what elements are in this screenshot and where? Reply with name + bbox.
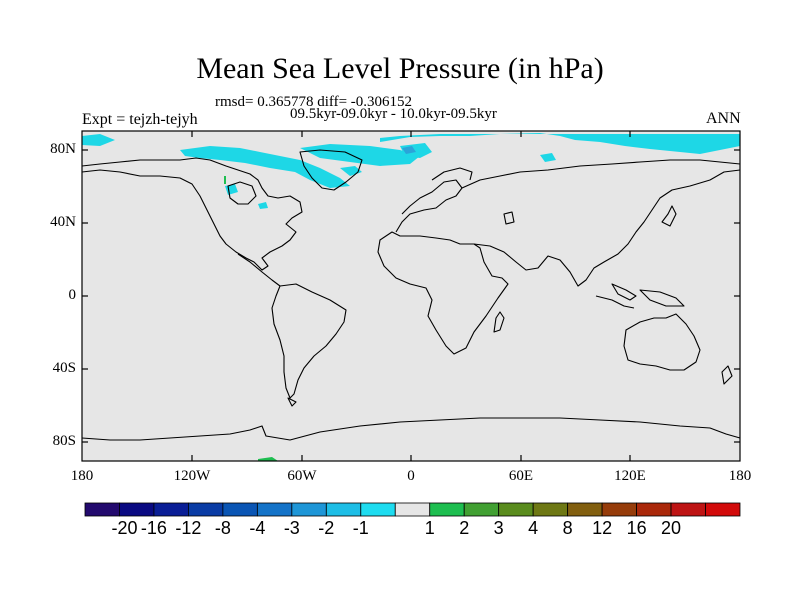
colorbar-box <box>325 502 362 517</box>
anomaly-core <box>402 146 416 154</box>
map-field <box>82 131 740 461</box>
colorbar-box <box>567 502 603 517</box>
colorbar-label: 1 <box>424 518 435 538</box>
colorbar-label: -1 <box>352 518 369 538</box>
colorbar-box <box>463 502 500 517</box>
lat-label: 40S <box>52 360 76 376</box>
colorbar-label: -20 <box>111 518 138 538</box>
colorbar-label: -8 <box>214 518 231 538</box>
colorbar-box <box>153 502 189 517</box>
colorbar-box <box>84 502 120 517</box>
lon-label: 60E <box>508 468 534 484</box>
colorbar-label: -16 <box>140 518 167 538</box>
colorbar-label: -4 <box>249 518 266 538</box>
colorbar-box <box>429 502 465 517</box>
colorbar-label: 12 <box>592 518 613 538</box>
lat-label: 40N <box>50 214 76 230</box>
colorbar-box <box>291 502 327 517</box>
colorbar-box <box>394 502 431 517</box>
lon-label: 120E <box>614 468 646 484</box>
season-label: ANN <box>706 110 741 127</box>
colorbar-box <box>256 502 293 517</box>
colorbar-label: 3 <box>493 518 504 538</box>
colorbar-box <box>636 502 672 517</box>
period-line: 09.5kyr-09.0kyr - 10.0kyr-09.5kyr <box>290 106 497 122</box>
colorbar <box>84 502 741 517</box>
lat-label: 0 <box>68 287 77 303</box>
lon-label: 0 <box>407 468 415 484</box>
colorbar-box <box>670 502 706 517</box>
colorbar-box <box>705 502 741 517</box>
colorbar-box <box>498 502 534 517</box>
lon-label: 180 <box>728 468 752 484</box>
experiment-label: Expt = tejzh-tejyh <box>82 111 198 128</box>
colorbar-label: 2 <box>459 518 470 538</box>
lat-label: 80S <box>52 433 76 449</box>
colorbar-label: 4 <box>528 518 539 538</box>
lon-label: 180 <box>70 468 94 484</box>
colorbar-label: -12 <box>175 518 202 538</box>
map-title: Mean Sea Level Pressure (in hPa) <box>196 52 604 85</box>
colorbar-box <box>188 502 224 517</box>
map-frame <box>81 130 741 462</box>
lat-label: 80N <box>50 141 76 157</box>
colorbar-box <box>360 502 396 517</box>
colorbar-label: 16 <box>626 518 647 538</box>
lon-label: 120W <box>173 468 211 484</box>
stats-line: rmsd= 0.365778 diff= -0.306152 <box>215 94 413 110</box>
lon-label: 60W <box>287 468 317 484</box>
green-patch <box>224 176 278 461</box>
colorbar-label: 8 <box>562 518 573 538</box>
colorbar-label: -2 <box>318 518 335 538</box>
colorbar-box <box>119 502 155 517</box>
colorbar-label: 20 <box>661 518 682 538</box>
colorbar-box <box>222 502 258 517</box>
colorbar-label: -3 <box>283 518 300 538</box>
anomaly-patches <box>82 133 740 209</box>
coastlines <box>81 149 741 441</box>
colorbar-box <box>601 502 637 517</box>
colorbar-box <box>532 502 569 517</box>
